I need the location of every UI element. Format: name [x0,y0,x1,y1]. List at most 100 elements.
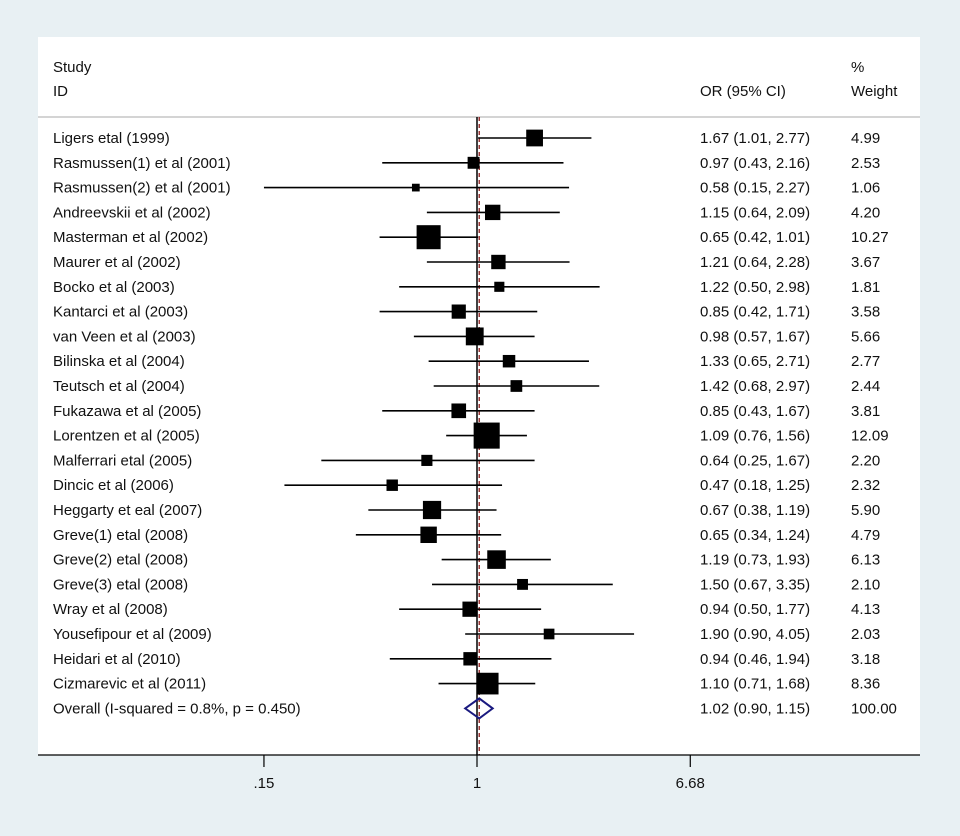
study-weight: 10.27 [851,229,889,246]
study-label: Rasmussen(2) et al (2001) [53,180,231,197]
study-label: Fukazawa et al (2005) [53,403,201,420]
study-or-ci: 0.65 (0.42, 1.01) [700,229,810,246]
study-weight: 2.20 [851,452,880,469]
study-weight: 2.44 [851,378,880,395]
study-marker [487,550,506,569]
study-weight: 12.09 [851,428,889,445]
study-weight: 4.79 [851,527,880,544]
study-or-ci: 0.98 (0.57, 1.67) [700,328,810,345]
study-or-ci: 1.21 (0.64, 2.28) [700,254,810,271]
study-or-ci: 0.64 (0.25, 1.67) [700,452,810,469]
study-marker [451,403,467,419]
study-weight: 3.58 [851,304,880,321]
study-label: Heidari et al (2010) [53,651,181,668]
study-label: Kantarci et al (2003) [53,304,188,321]
study-label: Greve(1) etal (2008) [53,527,188,544]
study-weight: 2.10 [851,576,880,593]
study-or-ci: 0.47 (0.18, 1.25) [700,477,810,494]
study-weight: 4.13 [851,601,880,618]
study-label: Bocko et al (2003) [53,279,175,296]
study-or-ci: 0.85 (0.42, 1.71) [700,304,810,321]
study-or-ci: 0.94 (0.50, 1.77) [700,601,810,618]
study-marker [491,254,506,270]
overall-diamond [463,697,495,720]
study-weight: 2.77 [851,353,880,370]
study-weight: 2.32 [851,477,880,494]
study-or-ci: 1.50 (0.67, 3.35) [700,576,810,593]
study-label: Rasmussen(1) et al (2001) [53,155,231,172]
study-or-ci: 1.33 (0.65, 2.71) [700,353,810,370]
study-or-ci: 0.65 (0.34, 1.24) [700,527,810,544]
study-or-ci: 1.19 (0.73, 1.93) [700,552,810,569]
study-weight: 3.18 [851,651,880,668]
study-label: Greve(3) etal (2008) [53,576,188,593]
overall-label: Overall (I-squared = 0.8%, p = 0.450) [53,700,301,717]
study-weight: 2.03 [851,626,880,643]
study-weight: 2.53 [851,155,880,172]
header-study: Study [53,59,92,76]
study-or-ci: 1.67 (1.01, 2.77) [700,130,810,147]
study-marker [543,628,555,640]
study-marker [510,380,523,392]
study-or-ci: 0.58 (0.15, 2.27) [700,180,810,197]
study-or-ci: 1.15 (0.64, 2.09) [700,204,810,221]
study-marker [476,672,499,695]
study-weight: 5.90 [851,502,880,519]
header-or: OR (95% CI) [700,83,786,100]
header-id: ID [53,83,68,100]
study-or-ci: 1.42 (0.68, 2.97) [700,378,810,395]
study-weight: 5.66 [851,328,880,345]
overall-weight: 100.00 [851,700,897,717]
study-marker [451,304,466,319]
study-label: Masterman et al (2002) [53,229,208,246]
x-tick-label: 1 [473,775,481,792]
study-label: Lorentzen et al (2005) [53,428,200,445]
x-tick-label: .15 [254,775,275,792]
header-weight: Weight [851,83,898,100]
study-weight: 3.67 [851,254,880,271]
study-marker [421,454,433,466]
study-marker [526,129,543,147]
study-or-ci: 1.10 (0.71, 1.68) [700,676,810,693]
study-or-ci: 0.67 (0.38, 1.19) [700,502,810,519]
study-marker [416,225,441,250]
study-marker [422,500,442,520]
study-weight: 1.81 [851,279,880,296]
study-weight: 8.36 [851,676,880,693]
study-label: Cizmarevic et al (2011) [53,676,206,693]
study-weight: 1.06 [851,180,880,197]
study-label: Teutsch et al (2004) [53,378,185,395]
study-marker [467,156,480,169]
study-or-ci: 0.97 (0.43, 2.16) [700,155,810,172]
study-label: Wray et al (2008) [53,601,168,618]
study-marker [473,422,500,449]
study-label: Dincic et al (2006) [53,477,174,494]
study-label: Ligers etal (1999) [53,130,170,147]
study-marker [386,479,398,491]
x-tick-label: 6.68 [676,775,705,792]
study-marker [420,526,437,544]
study-label: Heggarty et eal (2007) [53,502,202,519]
study-marker [502,354,516,368]
header-pct: % [851,59,864,76]
study-or-ci: 1.22 (0.50, 2.98) [700,279,810,296]
study-or-ci: 0.85 (0.43, 1.67) [700,403,810,420]
study-marker [462,601,478,617]
study-label: Maurer et al (2002) [53,254,181,271]
study-label: Greve(2) etal (2008) [53,552,188,569]
study-marker [494,281,505,292]
study-weight: 3.81 [851,403,880,420]
overall-or-ci: 1.02 (0.90, 1.15) [700,700,810,717]
study-marker [411,183,420,192]
study-label: Malferrari etal (2005) [53,452,192,469]
study-weight: 6.13 [851,552,880,569]
study-label: Yousefipour et al (2009) [53,626,212,643]
study-marker [485,204,501,221]
study-or-ci: 1.90 (0.90, 4.05) [700,626,810,643]
study-marker [517,578,528,590]
study-marker [465,327,484,346]
study-label: van Veen et al (2003) [53,328,196,345]
study-marker [463,652,477,666]
study-or-ci: 0.94 (0.46, 1.94) [700,651,810,668]
